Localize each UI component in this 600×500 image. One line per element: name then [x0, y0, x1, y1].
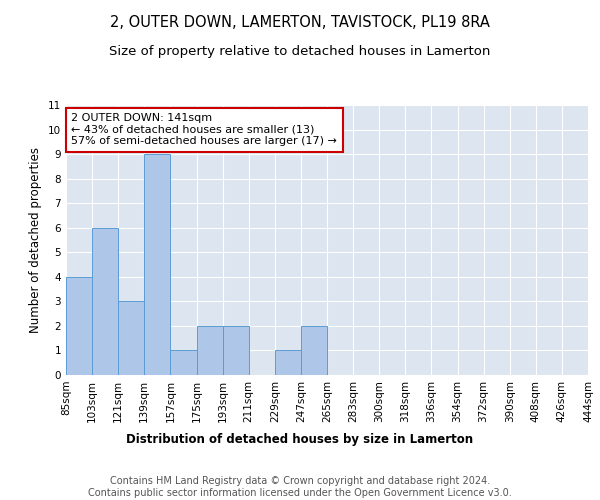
Text: Contains HM Land Registry data © Crown copyright and database right 2024.
Contai: Contains HM Land Registry data © Crown c… [88, 476, 512, 498]
Text: Size of property relative to detached houses in Lamerton: Size of property relative to detached ho… [109, 45, 491, 58]
Bar [145, 154, 170, 375]
Bar [275, 350, 301, 375]
Bar [170, 350, 197, 375]
Bar [223, 326, 249, 375]
Bar [92, 228, 118, 375]
Text: 2, OUTER DOWN, LAMERTON, TAVISTOCK, PL19 8RA: 2, OUTER DOWN, LAMERTON, TAVISTOCK, PL19… [110, 15, 490, 30]
Bar [118, 302, 145, 375]
Bar [197, 326, 223, 375]
Y-axis label: Number of detached properties: Number of detached properties [29, 147, 43, 333]
Text: Distribution of detached houses by size in Lamerton: Distribution of detached houses by size … [127, 432, 473, 446]
Bar [66, 277, 92, 375]
Bar [301, 326, 327, 375]
Text: 2 OUTER DOWN: 141sqm
← 43% of detached houses are smaller (13)
57% of semi-detac: 2 OUTER DOWN: 141sqm ← 43% of detached h… [71, 113, 337, 146]
